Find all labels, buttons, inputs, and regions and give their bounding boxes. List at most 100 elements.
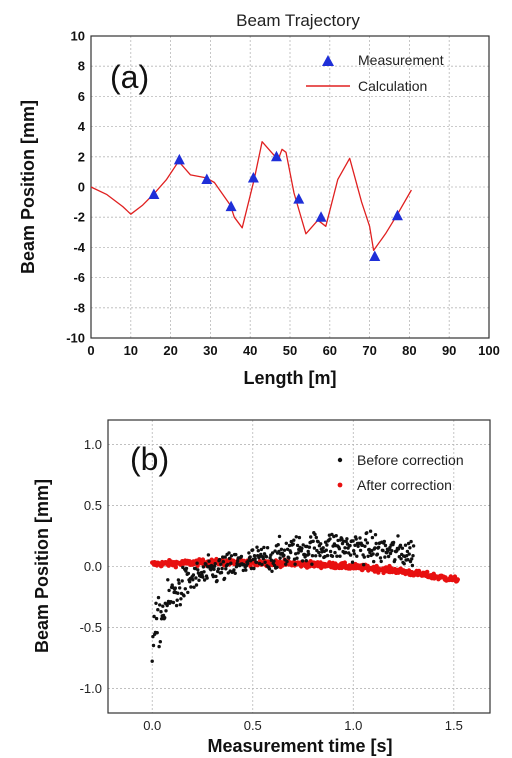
before-correction-point (234, 565, 239, 569)
before-correction-point (254, 560, 259, 565)
before-correction-point (334, 534, 338, 538)
chart-b-y-ticks: 1.0 0.5 0.0 -0.5 -1.0 (80, 437, 102, 696)
before-correction-point (167, 588, 171, 593)
before-correction-point (273, 549, 277, 553)
before-correction-point (219, 570, 224, 575)
before-correction-point (176, 591, 180, 595)
before-correction-point (183, 587, 187, 591)
before-correction-point (317, 550, 321, 555)
legend-measurement-marker-icon (322, 55, 334, 66)
before-correction-point (164, 609, 168, 613)
before-correction-point (408, 559, 413, 564)
before-correction-point (184, 566, 189, 571)
before-correction-point (223, 555, 227, 559)
before-correction-point (177, 581, 181, 585)
before-correction-point (293, 562, 297, 566)
before-correction-point (224, 567, 228, 571)
chart-b-legend: Before correction After correction (337, 452, 464, 493)
before-correction-point (173, 586, 177, 590)
chart-a-y-tick-label: 0 (78, 180, 85, 195)
before-correction-point (227, 556, 232, 561)
before-correction-point (370, 535, 375, 540)
before-correction-point (260, 562, 264, 567)
chart-a-x-tick-label: 10 (124, 343, 138, 358)
before-correction-point (301, 543, 305, 547)
before-correction-point (356, 544, 360, 548)
before-correction-point (287, 556, 291, 560)
before-correction-point (222, 576, 227, 581)
before-correction-point (282, 548, 287, 552)
after-correction-point (455, 577, 460, 582)
before-correction-point (191, 578, 195, 582)
before-correction-point (285, 547, 290, 551)
before-correction-point (175, 598, 179, 602)
before-correction-point (201, 575, 205, 579)
before-correction-point (158, 640, 162, 644)
chart-a-y-tick-label: 6 (78, 89, 85, 104)
before-correction-point (314, 535, 318, 540)
chart-a-x-tick-label: 90 (442, 343, 456, 358)
before-correction-point (300, 559, 305, 563)
before-correction-point (284, 541, 288, 545)
before-correction-point (411, 554, 415, 558)
before-correction-point (358, 548, 363, 553)
before-correction-point (400, 546, 405, 550)
chart-a-x-tick-label: 80 (402, 343, 416, 358)
before-correction-point (352, 549, 356, 553)
before-correction-point (321, 546, 325, 550)
before-correction-point (310, 554, 315, 558)
before-correction-point (236, 559, 240, 563)
measurement-point (293, 193, 305, 204)
before-correction-point (284, 562, 288, 566)
before-correction-point (248, 555, 252, 559)
before-correction-point (229, 554, 234, 558)
before-correction-point (193, 566, 197, 571)
before-correction-point (410, 557, 414, 561)
before-correction-point (383, 543, 388, 548)
before-correction-point (233, 571, 237, 575)
before-correction-point (342, 539, 346, 543)
chart-a-y-tick-label: 8 (78, 59, 85, 74)
before-correction-point (194, 583, 199, 587)
before-correction-point (410, 563, 415, 568)
before-correction-point (408, 546, 412, 550)
before-correction-point (340, 537, 344, 541)
before-correction-point (344, 539, 348, 544)
before-correction-point (285, 559, 289, 564)
before-correction-point (184, 569, 188, 573)
before-correction-point (265, 546, 270, 550)
before-correction-point (229, 561, 233, 565)
before-correction-point (165, 603, 169, 608)
before-correction-point (370, 548, 374, 553)
before-correction-point (247, 551, 251, 555)
before-correction-point (182, 594, 186, 598)
before-correction-point (325, 543, 329, 547)
before-correction-point (335, 554, 339, 558)
before-correction-point (328, 549, 333, 554)
before-correction-point (309, 535, 313, 539)
before-correction-point (411, 544, 416, 548)
before-correction-point (336, 538, 340, 543)
chart-b-y-tick-label: 0.0 (84, 559, 102, 574)
legend-measurement-label: Measurement (358, 52, 444, 68)
measurement-point (391, 209, 403, 221)
before-correction-point (201, 565, 206, 569)
before-correction-point (351, 539, 355, 543)
chart-a-x-tick-label: 20 (163, 343, 177, 358)
before-correction-point (337, 547, 342, 551)
before-correction-point (396, 534, 400, 538)
before-correction-point (402, 562, 406, 566)
before-correction-point (174, 603, 179, 608)
before-correction-point (270, 569, 274, 573)
before-correction-point (314, 554, 318, 558)
before-correction-point (262, 545, 266, 550)
before-correction-point (373, 533, 378, 537)
before-correction-point (263, 560, 267, 564)
before-correction-point (278, 556, 282, 560)
before-correction-point (330, 554, 335, 558)
before-correction-point (156, 608, 160, 612)
before-correction-point (363, 544, 367, 548)
before-correction-point (275, 565, 279, 569)
before-correction-point (178, 586, 182, 590)
